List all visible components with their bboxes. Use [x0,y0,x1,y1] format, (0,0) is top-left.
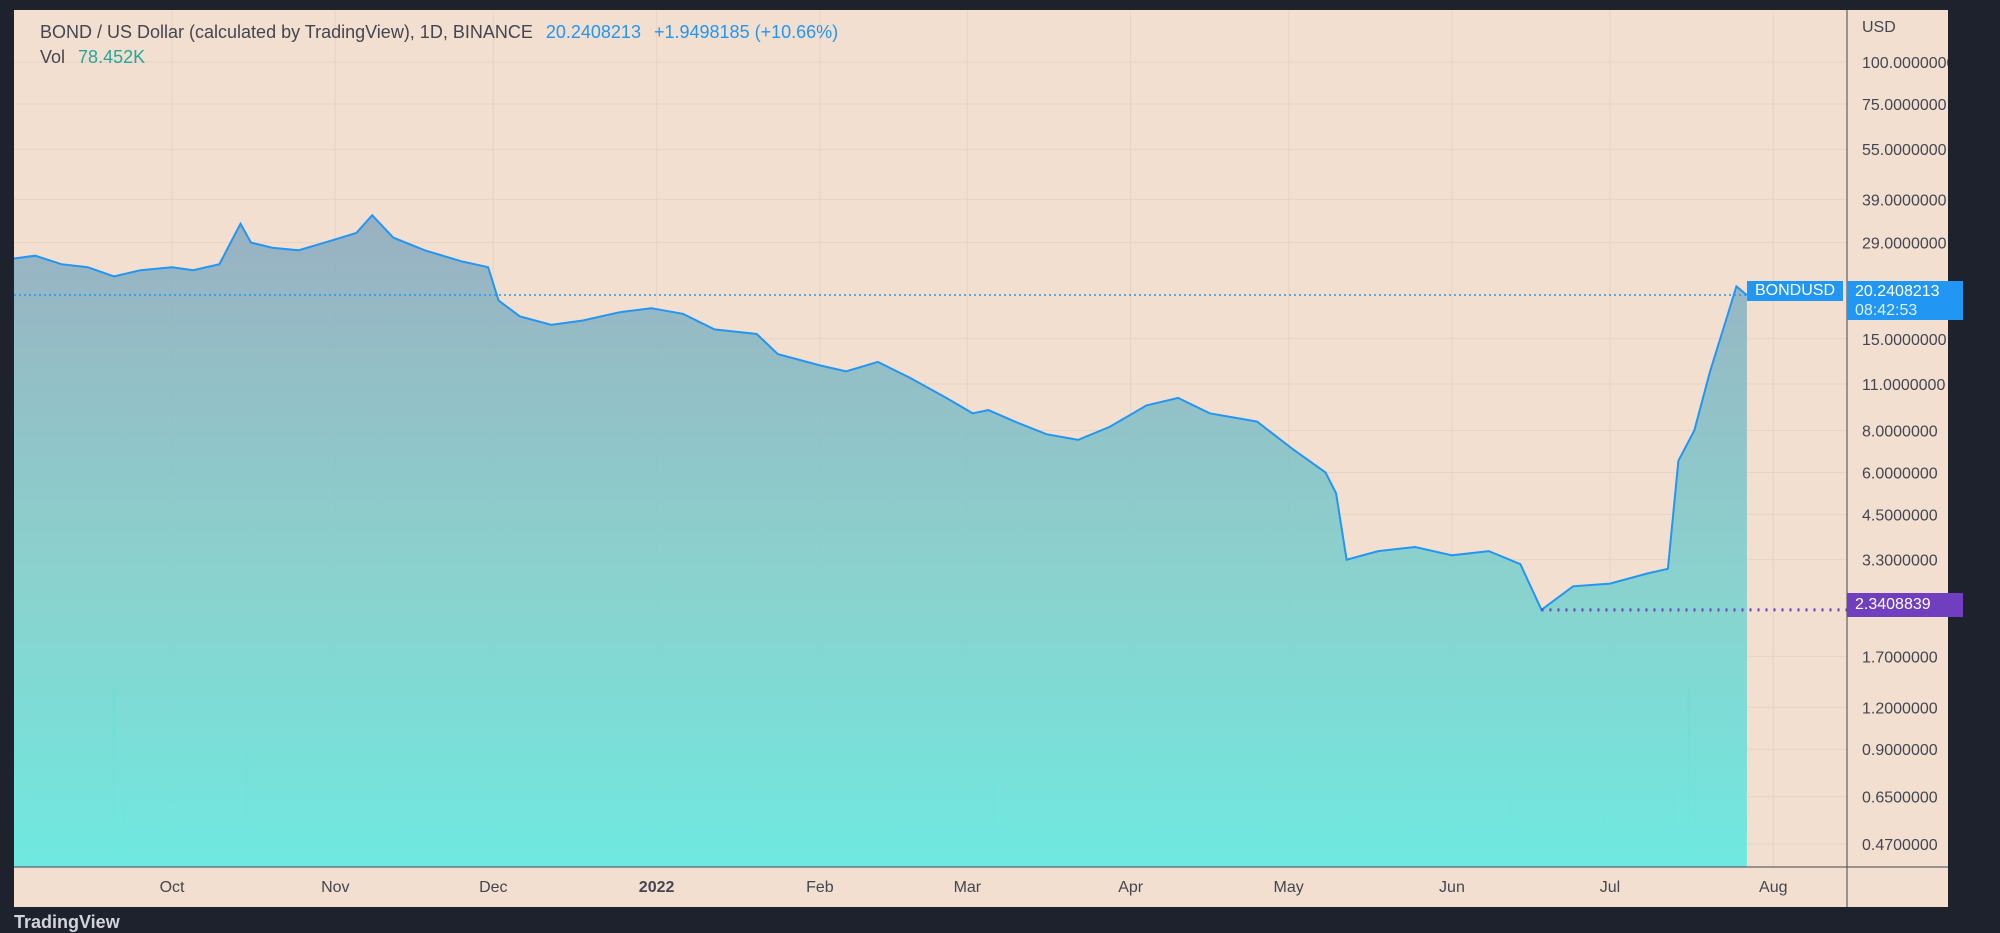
x-tick-label: Jul [1600,879,1620,896]
x-tick-label: 2022 [639,879,675,896]
current-price-label: 20.2408213 [1855,283,1940,300]
y-tick-label: 6.0000000 [1862,465,1938,482]
low-price-tag: 2.3408839 [1847,593,1963,617]
y-axis[interactable]: 0.4700000 0.6500000 0.9000000 1.2000000 1.70… [1862,55,1948,854]
x-tick-label: May [1274,879,1304,896]
y-tick-label: 1.2000000 [1862,700,1938,717]
x-tick-label: Aug [1759,879,1787,896]
price-area [14,215,1747,867]
y-tick-label: 4.5000000 [1862,507,1938,524]
y-tick-label: 0.6500000 [1862,790,1938,807]
y-tick-label: 55.0000000 [1862,142,1947,159]
volume-legend[interactable]: Vol 78.452K [40,47,153,68]
tradingview-logo[interactable]: TradingView [14,912,120,932]
y-tick-label: 0.4700000 [1862,837,1938,854]
volume-value: 78.452K [78,47,146,67]
volume-label: Vol [40,47,66,67]
x-axis[interactable]: Oct Nov Dec 2022 Feb Mar Apr May Jun Jul Aug [160,879,1788,896]
y-tick-label: 75.0000000 [1862,97,1947,114]
y-tick-label: 29.0000000 [1862,236,1947,253]
last-price-value: 20.2408213 [545,22,641,42]
x-tick-label: Feb [806,879,834,896]
current-price-tag: 20.2408213 08:42:53 [1847,281,1963,320]
price-chart[interactable]: 0.4700000 0.6500000 0.9000000 1.2000000 1.70… [14,10,1948,907]
y-tick-label: 11.0000000 [1862,377,1945,394]
y-tick-label: 1.7000000 [1862,649,1938,666]
countdown-label: 08:42:53 [1855,302,1918,319]
y-tick-label: 15.0000000 [1862,332,1947,349]
symbol-tag: BONDUSD [1747,281,1844,301]
x-tick-label: Mar [954,879,982,896]
y-tick-label: 3.3000000 [1862,553,1938,570]
x-tick-label: Apr [1118,879,1144,896]
x-tick-label: Oct [160,879,185,896]
price-change-value: +1.9498185 (+10.66%) [653,22,839,42]
price-line [14,213,1748,612]
symbol-description: BOND / US Dollar (calculated by TradingV… [40,22,533,42]
y-tick-label: 39.0000000 [1862,192,1947,209]
chart-frame[interactable]: 0.4700000 0.6500000 0.9000000 1.2000000 1.70… [14,10,1963,907]
symbol-legend[interactable]: BOND / US Dollar (calculated by TradingV… [40,22,846,43]
x-tick-label: Nov [321,879,349,896]
x-tick-label: Dec [479,879,507,896]
y-tick-label: 8.0000000 [1862,423,1938,440]
y-tick-label: 0.9000000 [1862,742,1938,759]
y-tick-label: 100.0000000 [1862,55,1948,72]
x-tick-label: Jun [1439,879,1465,896]
y-axis-unit: USD [1862,19,1896,36]
